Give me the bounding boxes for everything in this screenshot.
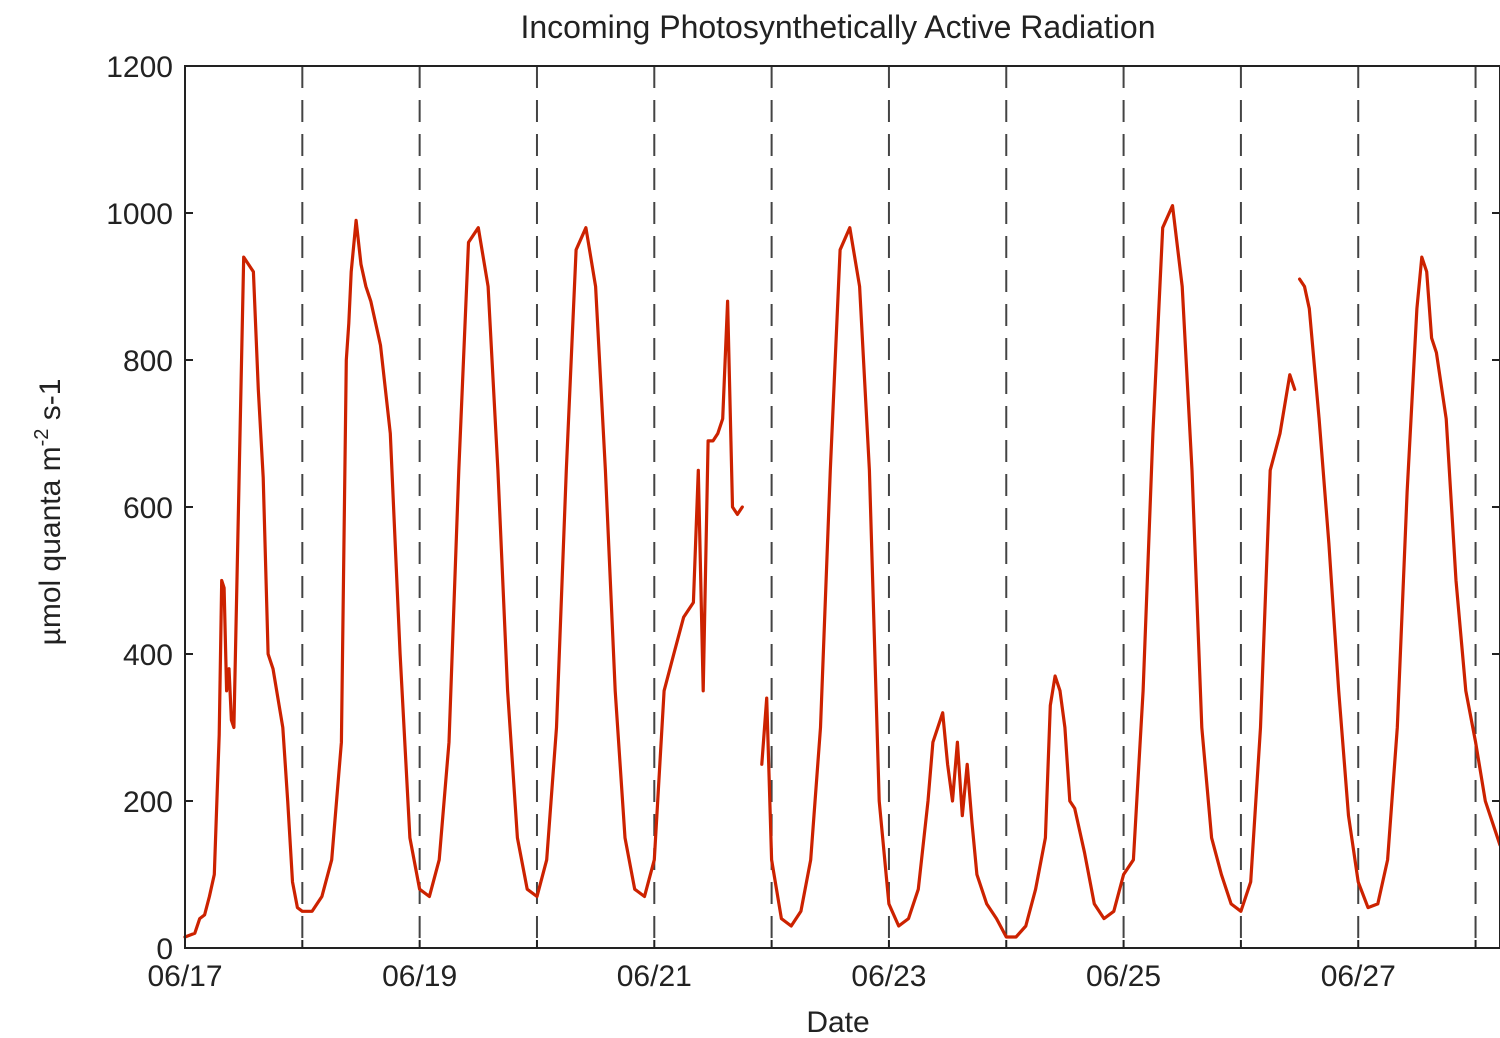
y-axis-label-main: µmol quanta m [34,446,67,645]
y-axis-label-tail: s-1 [34,379,67,429]
par-series-segment-2 [760,204,1297,939]
y-tick-label: 200 [123,786,173,819]
chart-title: Incoming Photosynthetically Active Radia… [520,9,1155,45]
x-tick-label: 06/19 [382,960,457,993]
x-tick-label: 06/17 [147,960,222,993]
y-tick-label: 800 [123,345,173,378]
y-axis-label: µmol quanta m-2 s-1 [31,379,67,646]
par-series-segment-3 [1297,255,1500,910]
y-axis: 0 200 400 600 800 1000 1200 [106,51,1500,966]
x-axis: 06/17 06/19 06/21 06/23 06/25 06/27 [147,940,1477,993]
par-series-segment-1 [183,218,744,939]
x-tick-label: 06/27 [1321,960,1396,993]
y-tick-label: 600 [123,492,173,525]
x-tick-label: 06/25 [1086,960,1161,993]
series-layer [183,204,1500,939]
day-gridlines [301,66,1477,948]
y-tick-label: 400 [123,639,173,672]
x-axis-label: Date [806,1006,869,1038]
plot-frame [184,65,1500,949]
x-tick-label: 06/21 [617,960,692,993]
y-tick-label: 0 [156,933,173,966]
y-tick-label: 1200 [106,51,173,84]
y-tick-label: 1000 [106,198,173,231]
y-axis-label-exponent: -2 [31,429,53,447]
x-tick-label: 06/23 [851,960,926,993]
